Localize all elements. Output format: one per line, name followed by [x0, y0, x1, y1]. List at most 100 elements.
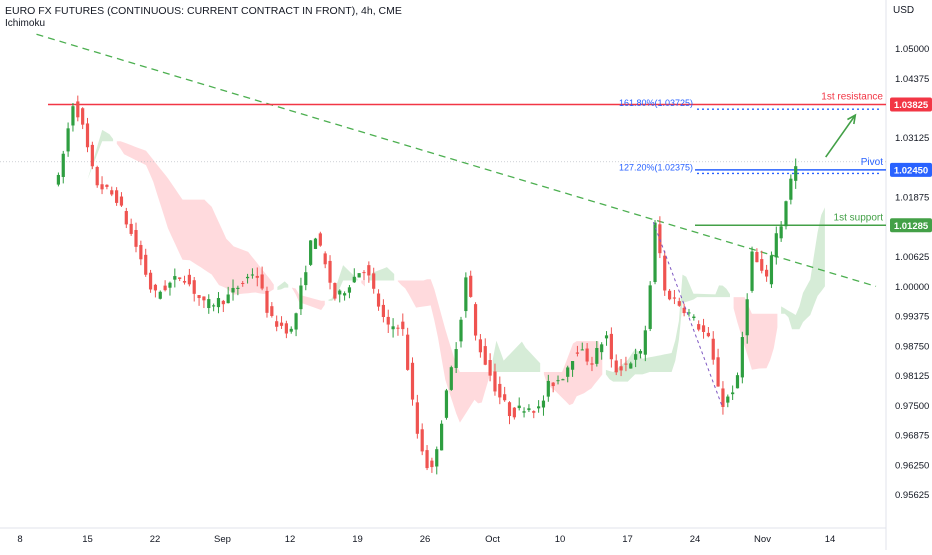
- candle-body: [90, 144, 94, 167]
- ichimoku-cloud-segment-2: [277, 281, 289, 290]
- price-tick-9: 0.99375: [895, 312, 929, 323]
- candle-body: [148, 272, 153, 290]
- candle-body: [735, 375, 740, 389]
- candle-body: [682, 307, 686, 314]
- time-axis[interactable]: 8 15 22 Sep 12 19 26 Oct 10 17 24 Nov 14: [17, 534, 835, 545]
- candle-body: [115, 190, 119, 203]
- candle-body: [396, 327, 400, 329]
- candle-body: [570, 361, 575, 370]
- candle-body: [541, 400, 546, 408]
- candle-body: [745, 299, 749, 336]
- ichimoku-cloud-segment-1: [116, 141, 274, 295]
- candle-body: [420, 429, 424, 452]
- candle-body: [624, 363, 628, 365]
- candle-body: [163, 285, 167, 291]
- time-tick-12: 14: [825, 534, 836, 545]
- candle-body: [667, 290, 672, 300]
- level-tag-1: [890, 162, 932, 177]
- ichimoku-cloud-segment-5: [361, 280, 365, 287]
- candle-body: [585, 348, 589, 362]
- candle-body: [245, 276, 250, 279]
- price-tick-3: 1.03125: [895, 133, 929, 144]
- candle-body: [711, 338, 715, 360]
- candle-body: [580, 349, 584, 351]
- candle-body: [731, 392, 735, 395]
- candle-body: [687, 312, 691, 314]
- candle-body: [333, 282, 337, 299]
- candle-body: [527, 408, 531, 411]
- candle-body: [260, 274, 264, 289]
- candle-body: [231, 287, 235, 293]
- candle-body: [85, 123, 90, 148]
- candle-body: [614, 360, 618, 373]
- candle-body: [444, 390, 449, 418]
- candle-body: [279, 322, 284, 326]
- candle-body: [706, 332, 710, 337]
- candle-body: [672, 297, 677, 299]
- candle-body: [697, 324, 701, 330]
- time-tick-9: 17: [622, 534, 633, 545]
- candle-body: [469, 275, 473, 297]
- price-tick-8: 1.00000: [895, 282, 929, 293]
- candle-body: [372, 273, 376, 289]
- currency-label: USD: [893, 5, 915, 16]
- ichimoku-cloud-segment-8: [492, 340, 541, 372]
- candle-body: [294, 313, 298, 330]
- candle-body: [566, 367, 570, 377]
- price-tick-11: 0.98125: [895, 371, 929, 382]
- candle-body: [124, 211, 128, 225]
- candle-body: [192, 280, 196, 294]
- candle-body: [134, 230, 138, 247]
- candle-body: [236, 287, 240, 289]
- candle-body: [750, 251, 754, 291]
- candle-body: [784, 201, 788, 227]
- ichimoku-cloud-segment-3: [292, 287, 325, 310]
- candle-body: [537, 406, 541, 409]
- price-tick-12: 0.97500: [895, 401, 929, 412]
- candle-body: [202, 296, 206, 301]
- price-tick-10: 0.98750: [895, 341, 929, 352]
- candle-body: [381, 304, 385, 318]
- candle-body: [454, 349, 458, 368]
- candle-body: [376, 293, 381, 307]
- candle-body: [410, 362, 415, 400]
- price-tick-15: 0.95625: [895, 490, 929, 501]
- time-tick-5: 19: [352, 534, 363, 545]
- candle-body: [313, 238, 318, 249]
- ichimoku-cloud-segment-7: [397, 279, 490, 423]
- fib-label-1: 127.20%(1.02375): [619, 162, 693, 172]
- candle-body: [512, 407, 516, 418]
- price-axis[interactable]: 1.050001.043751.037501.031251.025001.018…: [890, 44, 932, 501]
- candle-body: [139, 244, 143, 260]
- candle-body: [61, 153, 65, 177]
- candle-body: [522, 411, 526, 413]
- candle-body: [740, 337, 744, 378]
- candle-body: [318, 233, 322, 246]
- candle-body: [352, 276, 356, 283]
- downtrend-line: [36, 33, 877, 288]
- candle-body: [153, 284, 158, 291]
- candle-body: [275, 321, 279, 327]
- candle-body: [769, 255, 774, 285]
- candle-body: [488, 360, 492, 376]
- pattern-leg: [652, 222, 724, 408]
- candle-body: [367, 265, 371, 276]
- candle-body: [503, 394, 507, 401]
- candle-body: [357, 273, 361, 278]
- candle-body: [701, 325, 706, 332]
- ichimoku-cloud-segment-9: [543, 341, 603, 406]
- candle-body: [556, 380, 560, 382]
- candle-body: [551, 382, 555, 387]
- candle-body: [304, 272, 308, 286]
- candle-body: [216, 298, 221, 308]
- candle-body: [440, 423, 444, 451]
- candle-body: [590, 363, 594, 365]
- price-tick-14: 0.96250: [895, 460, 929, 471]
- candle-body: [609, 333, 613, 360]
- projection-arrow-head: [847, 113, 857, 125]
- candle-body: [760, 259, 764, 271]
- indicator-label[interactable]: Ichimoku: [5, 18, 46, 29]
- projection-arrow-shaft: [825, 114, 856, 158]
